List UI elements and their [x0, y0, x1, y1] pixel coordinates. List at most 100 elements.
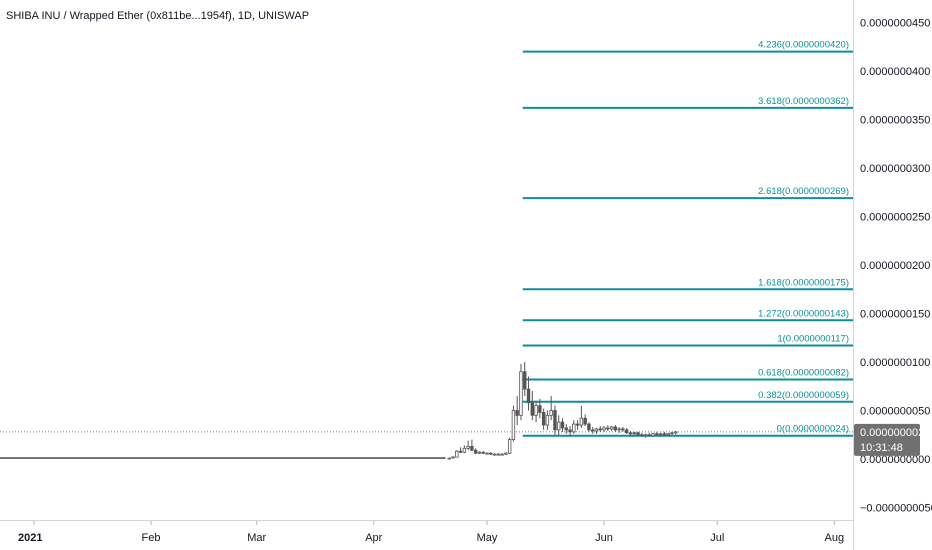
- y-tick-label: 0.0000000350: [860, 115, 930, 127]
- candle-body: [504, 452, 508, 455]
- candle-body: [538, 405, 542, 413]
- price-axis[interactable]: 0.0000000450 0.0000000400 0.0000000350 0.00…: [860, 18, 932, 515]
- candle-body: [496, 453, 501, 456]
- candle: [591, 426, 595, 434]
- candle-body: [598, 428, 602, 431]
- candle: [447, 457, 451, 460]
- candle: [651, 432, 655, 437]
- candle-body: [511, 410, 516, 441]
- candle-body: [628, 432, 633, 435]
- candle: [492, 453, 497, 456]
- candle: [572, 420, 576, 434]
- candle: [545, 410, 550, 430]
- candle: [507, 437, 512, 455]
- candle: [560, 418, 565, 432]
- candle: [515, 395, 519, 426]
- candle-body: [655, 433, 659, 436]
- y-tick-label: −0.0000000050: [860, 503, 932, 515]
- candle-body: [640, 434, 644, 437]
- candle-body: [662, 433, 667, 436]
- candle: [636, 431, 640, 436]
- candle: [496, 453, 501, 456]
- candle: [466, 440, 470, 451]
- candle: [674, 430, 678, 435]
- candle-body: [489, 452, 493, 455]
- candle-body: [621, 428, 625, 431]
- chart-title: SHIBA INU / Wrapped Ether (0x811be...195…: [6, 10, 309, 22]
- candle-body: [636, 432, 640, 436]
- candle: [662, 431, 667, 436]
- candle: [530, 391, 534, 421]
- candle-body: [606, 427, 610, 430]
- time-axis[interactable]: 2021 Feb Mar Apr May Jun Jul Aug: [18, 521, 844, 544]
- y-tick-label: 0.0000000400: [860, 66, 930, 78]
- candle: [658, 432, 663, 437]
- candle: [511, 405, 516, 442]
- candle-body: [477, 451, 482, 454]
- candle: [617, 426, 621, 433]
- candle: [489, 452, 493, 456]
- candle-body: [541, 412, 546, 426]
- candle-body: [530, 402, 534, 416]
- candle-body: [473, 449, 478, 454]
- candle-body: [549, 410, 553, 416]
- candle: [549, 395, 553, 421]
- candle: [655, 431, 659, 436]
- candle-body: [557, 421, 561, 431]
- candle: [462, 445, 467, 454]
- candle: [579, 405, 584, 428]
- x-tick-label: May: [477, 532, 498, 544]
- candle-body: [602, 427, 606, 431]
- fib-level-label: 0.618(0.0000000082): [758, 367, 849, 378]
- candle-body: [674, 431, 678, 434]
- fib-extension-levels[interactable]: 4.236(0.0000000420) 3.618(0.0000000362) 2.…: [522, 40, 853, 437]
- candle: [575, 420, 580, 430]
- fib-level-label: 0.382(0.0000000059): [758, 390, 849, 401]
- candles: [447, 362, 678, 460]
- candle-body: [564, 427, 568, 431]
- candle: [647, 432, 652, 437]
- candle-body: [492, 453, 497, 456]
- candle-body: [545, 414, 550, 426]
- candle-body: [647, 434, 652, 437]
- candle-body: [458, 450, 463, 453]
- candle: [643, 433, 648, 438]
- candle-body: [455, 450, 459, 458]
- bar-countdown: 10:31:48: [860, 442, 903, 454]
- candle-body: [447, 457, 451, 460]
- candle: [670, 431, 674, 435]
- x-tick-label: Aug: [825, 532, 845, 544]
- candle-body: [587, 423, 591, 431]
- candle-body: [515, 410, 519, 416]
- candle: [598, 426, 602, 432]
- candle: [485, 452, 489, 455]
- y-tick-label: 0.0000000200: [860, 260, 930, 272]
- current-price-badge: 0.0000000028 10:31:48: [854, 423, 930, 456]
- candle-body: [632, 432, 636, 435]
- y-tick-label: 0.0000000450: [860, 18, 930, 30]
- x-tick-label: Feb: [142, 532, 161, 544]
- fib-level-label: 4.236(0.0000000420): [758, 40, 849, 51]
- current-price-badge-bg: [854, 423, 920, 456]
- candle: [568, 426, 572, 436]
- candle: [587, 422, 591, 432]
- candle-body: [568, 429, 572, 433]
- candle: [504, 452, 508, 456]
- y-tick-label: 0.0000000150: [860, 309, 930, 321]
- candle-body: [666, 433, 670, 436]
- y-tick-label: 0.0000000050: [860, 406, 930, 418]
- candle-body: [451, 456, 455, 459]
- candle-body: [507, 439, 512, 454]
- candle-body: [534, 405, 538, 416]
- fib-level-label: 2.618(0.0000000269): [758, 186, 849, 197]
- candle: [553, 405, 557, 435]
- candle: [519, 363, 523, 421]
- candle: [541, 408, 546, 430]
- candle-body: [523, 371, 527, 390]
- x-tick-label: Apr: [365, 532, 382, 544]
- candle: [609, 426, 614, 431]
- candle-body: [553, 410, 557, 431]
- candle: [500, 453, 504, 456]
- candle: [523, 362, 527, 396]
